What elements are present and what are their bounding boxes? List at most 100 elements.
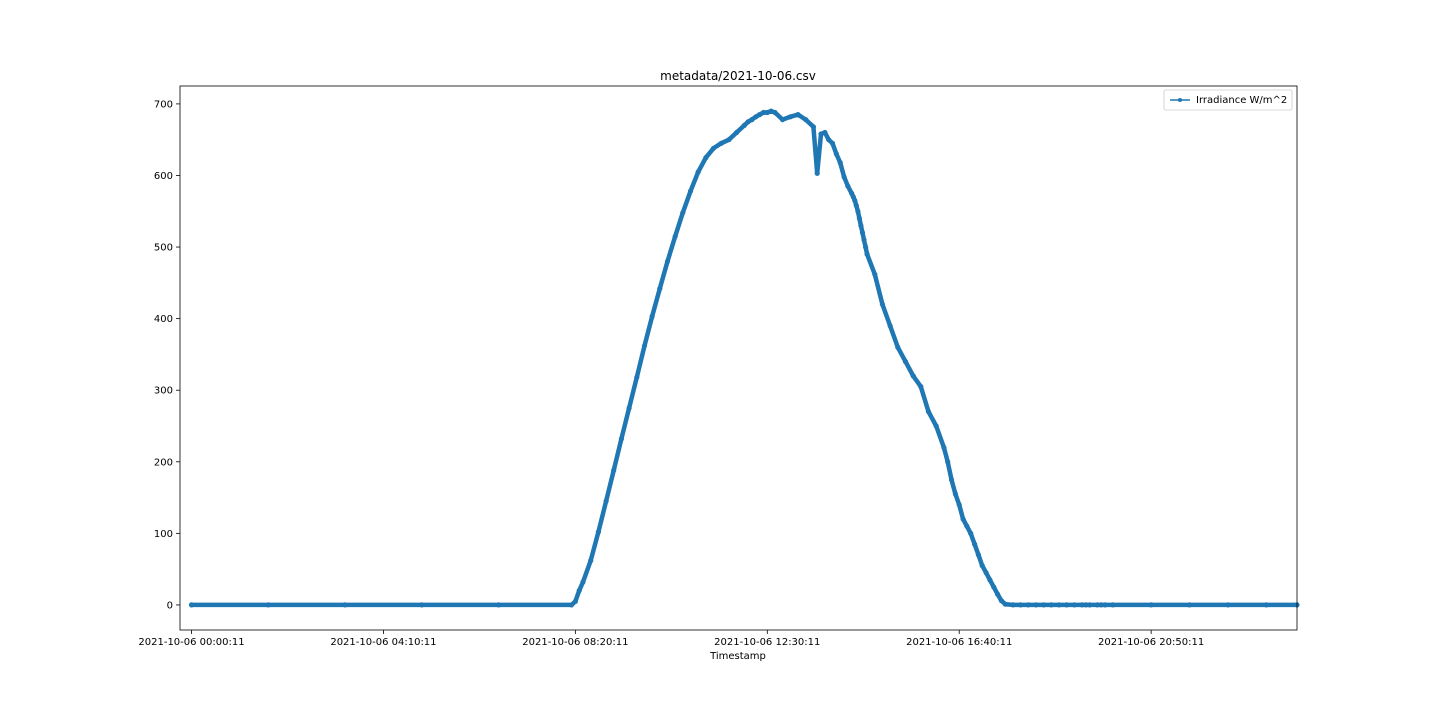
data-point xyxy=(580,579,586,585)
y-tick-label: 500 xyxy=(154,243,173,254)
data-point xyxy=(818,131,824,137)
data-point xyxy=(1079,602,1085,608)
legend-box xyxy=(1163,89,1293,111)
data-point xyxy=(1186,602,1193,608)
data-point xyxy=(856,215,863,221)
data-point xyxy=(1083,602,1089,608)
data-point xyxy=(718,140,724,146)
data-point xyxy=(1018,602,1024,608)
legend: Irradiance W/m^2 xyxy=(1163,89,1293,111)
data-point xyxy=(753,114,759,120)
data-point xyxy=(649,313,655,320)
data-point xyxy=(918,384,924,390)
data-point xyxy=(925,409,932,415)
data-point xyxy=(933,423,939,429)
data-point xyxy=(810,124,817,130)
data-point xyxy=(749,117,755,123)
data-point xyxy=(568,602,575,608)
series-markers-irradiance xyxy=(188,108,1300,608)
data-point xyxy=(1087,602,1093,608)
data-point xyxy=(861,237,867,243)
data-point xyxy=(419,602,425,608)
data-point xyxy=(772,109,778,116)
data-point xyxy=(768,108,774,114)
data-point xyxy=(1263,602,1269,608)
data-point xyxy=(968,530,974,537)
data-point xyxy=(687,188,694,194)
data-point xyxy=(741,122,747,128)
data-point xyxy=(910,373,916,379)
data-point xyxy=(726,137,732,143)
data-point xyxy=(1225,602,1231,608)
x-tick-label: 2021-10-06 00:00:11 xyxy=(138,637,244,648)
plot-area xyxy=(188,108,1300,608)
data-point xyxy=(964,523,970,529)
data-point xyxy=(822,129,828,136)
data-point xyxy=(826,137,832,143)
data-point xyxy=(948,477,955,483)
data-point xyxy=(657,286,663,292)
data-point xyxy=(853,202,859,209)
data-point xyxy=(1033,602,1039,608)
data-point xyxy=(975,552,982,558)
data-point xyxy=(787,114,793,120)
data-point xyxy=(603,498,609,504)
data-point xyxy=(710,145,717,151)
data-point xyxy=(672,233,678,239)
data-point xyxy=(895,344,901,350)
data-point xyxy=(845,183,851,189)
data-point xyxy=(837,160,843,166)
data-point xyxy=(1041,602,1047,608)
data-point xyxy=(188,602,195,608)
y-tick-label: 200 xyxy=(154,457,173,468)
data-point xyxy=(695,169,701,175)
data-point xyxy=(1098,602,1104,608)
data-point xyxy=(496,602,502,608)
data-point xyxy=(972,541,978,547)
x-tick-label: 2021-10-06 12:30:11 xyxy=(714,637,820,648)
data-point xyxy=(634,374,640,380)
x-tick-label: 2021-10-06 16:40:11 xyxy=(906,637,1012,648)
data-point xyxy=(734,129,740,136)
x-tick-label: 2021-10-06 20:50:11 xyxy=(1098,637,1204,648)
data-point xyxy=(703,155,709,161)
data-point xyxy=(887,323,893,329)
x-axis-ticks: 2021-10-06 00:00:11 2021-10-06 04:10:11 20… xyxy=(138,630,1204,648)
data-point xyxy=(1148,602,1154,608)
data-point xyxy=(855,208,861,214)
y-tick-label: 700 xyxy=(154,99,173,110)
y-tick-label: 300 xyxy=(154,386,173,397)
data-point xyxy=(626,405,632,411)
data-point xyxy=(983,570,989,576)
data-point xyxy=(1056,602,1062,608)
data-point xyxy=(998,598,1005,604)
data-point xyxy=(780,117,786,123)
data-point xyxy=(902,359,909,365)
data-point xyxy=(991,584,997,590)
data-point xyxy=(588,558,594,564)
x-tick-label: 2021-10-06 04:10:11 xyxy=(330,637,436,648)
data-point xyxy=(829,140,836,146)
plot-frame xyxy=(179,85,1298,631)
data-point xyxy=(863,244,869,250)
y-tick-label: 600 xyxy=(154,171,173,182)
y-axis-ticks: 0 100 200 300 400 500 600 700 xyxy=(154,99,180,611)
data-point xyxy=(664,258,671,264)
data-point xyxy=(987,577,993,583)
y-tick-label: 100 xyxy=(154,529,173,540)
data-point xyxy=(572,598,579,605)
data-point xyxy=(960,516,966,522)
data-point xyxy=(841,174,847,180)
data-point xyxy=(1025,602,1031,608)
data-point xyxy=(956,502,962,508)
data-point xyxy=(945,459,951,465)
data-point xyxy=(342,602,348,608)
data-point xyxy=(1002,601,1008,607)
data-point xyxy=(1071,602,1077,608)
data-point xyxy=(859,230,866,236)
data-point xyxy=(265,602,271,608)
data-point xyxy=(852,197,858,204)
x-axis-label: Timestamp xyxy=(709,651,766,662)
legend-entry-irradiance: Irradiance W/m^2 xyxy=(1196,95,1287,106)
